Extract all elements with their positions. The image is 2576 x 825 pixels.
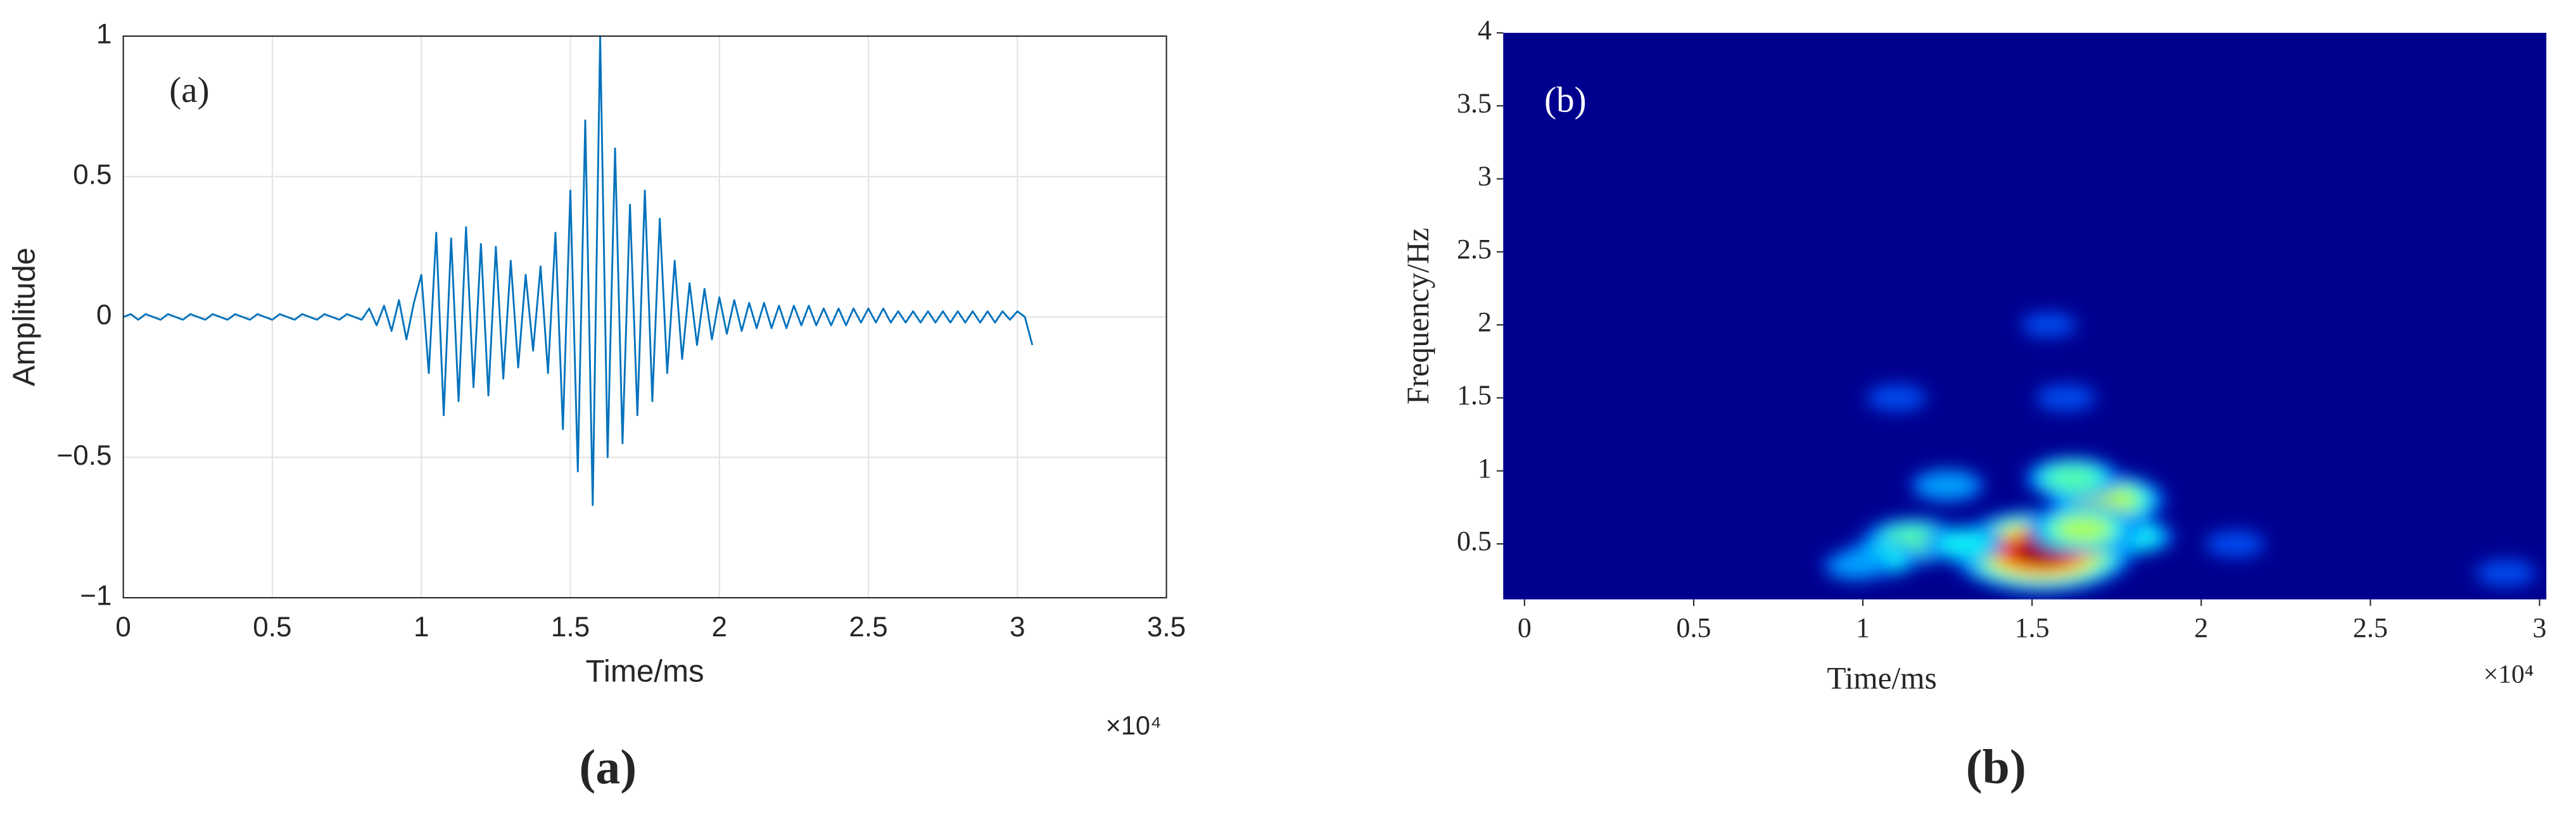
- y-tick-label: −1: [80, 581, 111, 612]
- spot: [1867, 384, 1927, 412]
- spot: [2021, 312, 2077, 337]
- spot-level: [1917, 472, 1977, 500]
- spot-level: [2475, 559, 2536, 587]
- x-tick-label: 3: [1010, 612, 1025, 643]
- caption: (a): [579, 740, 637, 794]
- x-tick-label: 1: [1856, 612, 1870, 643]
- x-tick-label: 0.5: [253, 612, 291, 643]
- x-tick-label: 2.5: [2353, 612, 2388, 643]
- x-tick-label: 1.5: [551, 612, 590, 643]
- spot-level: [2036, 384, 2096, 412]
- x-tick-label: 3: [2532, 612, 2546, 643]
- spot-level: [2046, 466, 2099, 490]
- y-tick-label: 0: [96, 299, 112, 331]
- spot-level: [1867, 384, 1927, 412]
- x-axis-label: Time/ms: [586, 653, 704, 688]
- spot: [2024, 456, 2121, 500]
- y-tick-label: 1: [96, 19, 112, 50]
- x-tick-label: 2.5: [849, 612, 887, 643]
- panel: −1 −0.5 0 0.5 1 0 0.5 1 1.5 2 2.5 3 3.5 Time/ms Amplit…: [7, 19, 1186, 794]
- spectrogram: [1822, 312, 2536, 593]
- annotation: (a): [169, 70, 209, 110]
- x-multiplier: ×10⁴: [1106, 710, 1162, 740]
- plot-background: [1503, 32, 2547, 600]
- x-tick-label: 1.5: [2015, 612, 2050, 643]
- spot: [1923, 525, 2006, 563]
- x-tick-label: 2: [2194, 612, 2208, 643]
- y-tick-label: 0.5: [1457, 526, 1492, 557]
- line: [123, 35, 1034, 507]
- y-tick-label: 2.5: [1457, 234, 1492, 265]
- y-axis-label: Frequency/Hz: [1400, 228, 1435, 405]
- spot: [2475, 559, 2536, 587]
- y-tick-label: 4: [1478, 15, 1492, 46]
- spot-level: [1829, 553, 1882, 578]
- x-tick-label: 1: [414, 612, 429, 643]
- spot: [2036, 384, 2096, 412]
- y-tick-label: −0.5: [57, 440, 112, 471]
- y-tick-label: 3: [1478, 161, 1492, 192]
- y-tick-label: 0.5: [73, 159, 111, 190]
- plot-frame: [122, 35, 1167, 599]
- y-tick-label: 1: [1478, 453, 1492, 484]
- spot: [2205, 530, 2266, 558]
- y-tick-label: 3.5: [1457, 87, 1492, 118]
- x-multiplier: ×10⁴: [2484, 659, 2534, 688]
- spot-level: [1938, 532, 1991, 556]
- y-axis-label: Amplitude: [7, 248, 42, 386]
- spot-level: [2056, 517, 2109, 541]
- spot-level: [2021, 312, 2077, 337]
- panel: 0.5 1 1.5 2 2.5 3 3.5 4 0 0.5 1 1.5 2 2.5 3 Time/ms Freq…: [1400, 15, 2547, 794]
- x-tick-label: 0: [1518, 612, 1532, 643]
- spot: [1910, 469, 1985, 503]
- spot: [1822, 550, 1890, 581]
- x-tick-label: 0: [115, 612, 131, 643]
- caption: (b): [1966, 740, 2026, 794]
- x-tick-label: 2: [712, 612, 728, 643]
- x-tick-label: 0.5: [1676, 612, 1711, 643]
- annotation: (b): [1544, 80, 1587, 120]
- y-tick-label: 1.5: [1457, 380, 1492, 411]
- x-axis-label: Time/ms: [1827, 661, 1936, 696]
- spot-level: [2205, 530, 2266, 558]
- spot: [2027, 504, 2139, 555]
- y-tick-label: 2: [1478, 306, 1492, 337]
- x-tick-label: 3.5: [1147, 612, 1186, 643]
